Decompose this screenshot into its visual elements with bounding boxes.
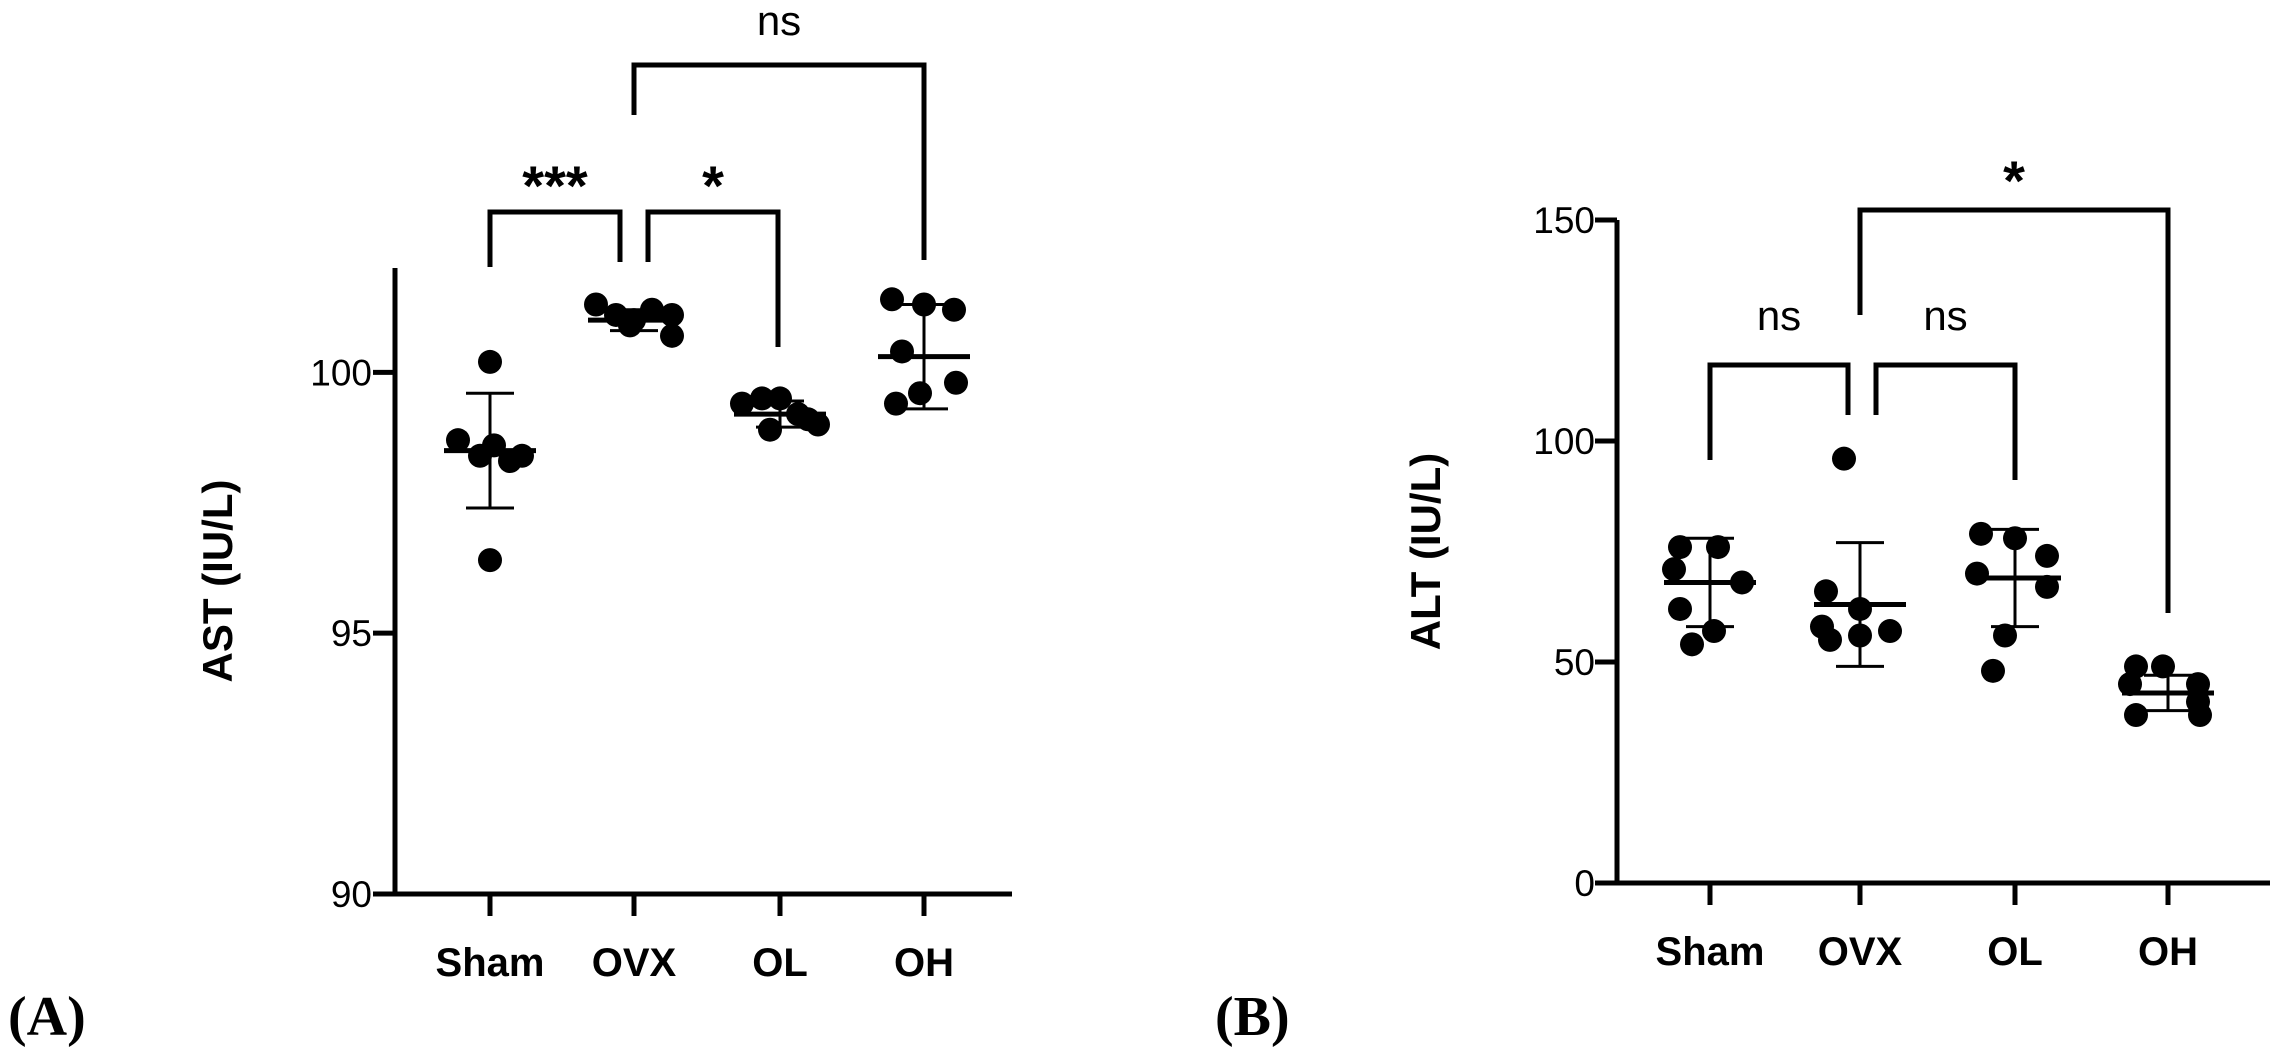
data-point [2003,526,2027,551]
y-tick-label: 100 [1533,421,1595,462]
significance-label: * [702,154,724,217]
data-point [1680,632,1704,657]
data-point [478,548,502,573]
panel-label: (A) [8,986,86,1048]
data-point [468,443,492,468]
data-point [1668,596,1692,621]
data-point [1818,627,1842,652]
data-point [2186,672,2210,697]
significance-bracket [487,209,623,267]
data-point [1969,521,1993,546]
significance-label: ns [1757,292,1801,339]
data-point [1702,619,1726,644]
data-point [1848,623,1872,648]
data-point [884,391,908,416]
data-point [1965,561,1989,586]
data-point [1668,535,1692,560]
data-point [446,428,470,453]
data-point [2124,703,2148,728]
data-point [2035,574,2059,599]
x-tick-label: Sham [1656,930,1765,974]
data-point [750,386,774,411]
data-point [640,297,664,322]
data-point [584,292,608,317]
significance-bracket [1707,362,1851,460]
significance-label: *** [522,154,588,217]
significance-label: ns [1923,292,1967,339]
data-point [1981,658,2005,683]
y-tick-label: 100 [310,352,372,393]
data-point [1662,557,1686,582]
data-point [498,449,522,474]
data-point [2035,543,2059,568]
significance-label: * [2003,149,2025,212]
panel-label: (B) [1215,986,1290,1048]
data-point [618,313,642,338]
data-point [1706,535,1730,560]
y-axis-label: ALT (IU/L) [1402,453,1449,651]
y-tick-label: 90 [331,874,372,915]
significance-bracket [1857,207,2171,613]
data-point [660,302,684,327]
significance-label: ns [757,0,801,44]
y-tick-label: 150 [1533,200,1595,241]
x-tick-label: OH [2138,930,2198,974]
data-point [880,287,904,312]
y-tick-label: 95 [331,613,372,654]
y-tick-label: 50 [1554,642,1595,683]
data-point [944,370,968,395]
data-point [942,297,966,322]
data-point [1832,446,1856,471]
y-axis-label: AST (IU/L) [194,480,241,683]
data-point [730,391,754,416]
data-point [796,407,820,432]
data-point [1814,579,1838,604]
data-point [1878,619,1902,644]
x-tick-label: Sham [436,941,545,985]
data-point [1848,596,1872,621]
data-point [758,417,782,442]
x-tick-label: OH [894,941,954,985]
data-point [890,339,914,364]
significance-bracket [1873,362,2018,480]
y-tick-label: 0 [1574,863,1595,904]
data-point [1993,623,2017,648]
data-point [660,323,684,348]
data-point [2151,654,2175,679]
chart-panel-b: 0 50 100 150 ALT (IU/L) Sham OVX OL OH ns ns * (B) [1215,149,2270,1048]
data-point [478,349,502,374]
data-point [908,381,932,406]
data-point [2188,703,2212,728]
significance-bracket [645,209,781,347]
x-tick-label: OVX [592,941,677,985]
data-point [768,386,792,411]
significance-bracket [631,62,927,260]
x-tick-label: OL [752,941,808,985]
x-tick-label: OVX [1818,930,1903,974]
data-point [2118,672,2142,697]
x-tick-label: OL [1987,930,2043,974]
data-point [912,292,936,317]
